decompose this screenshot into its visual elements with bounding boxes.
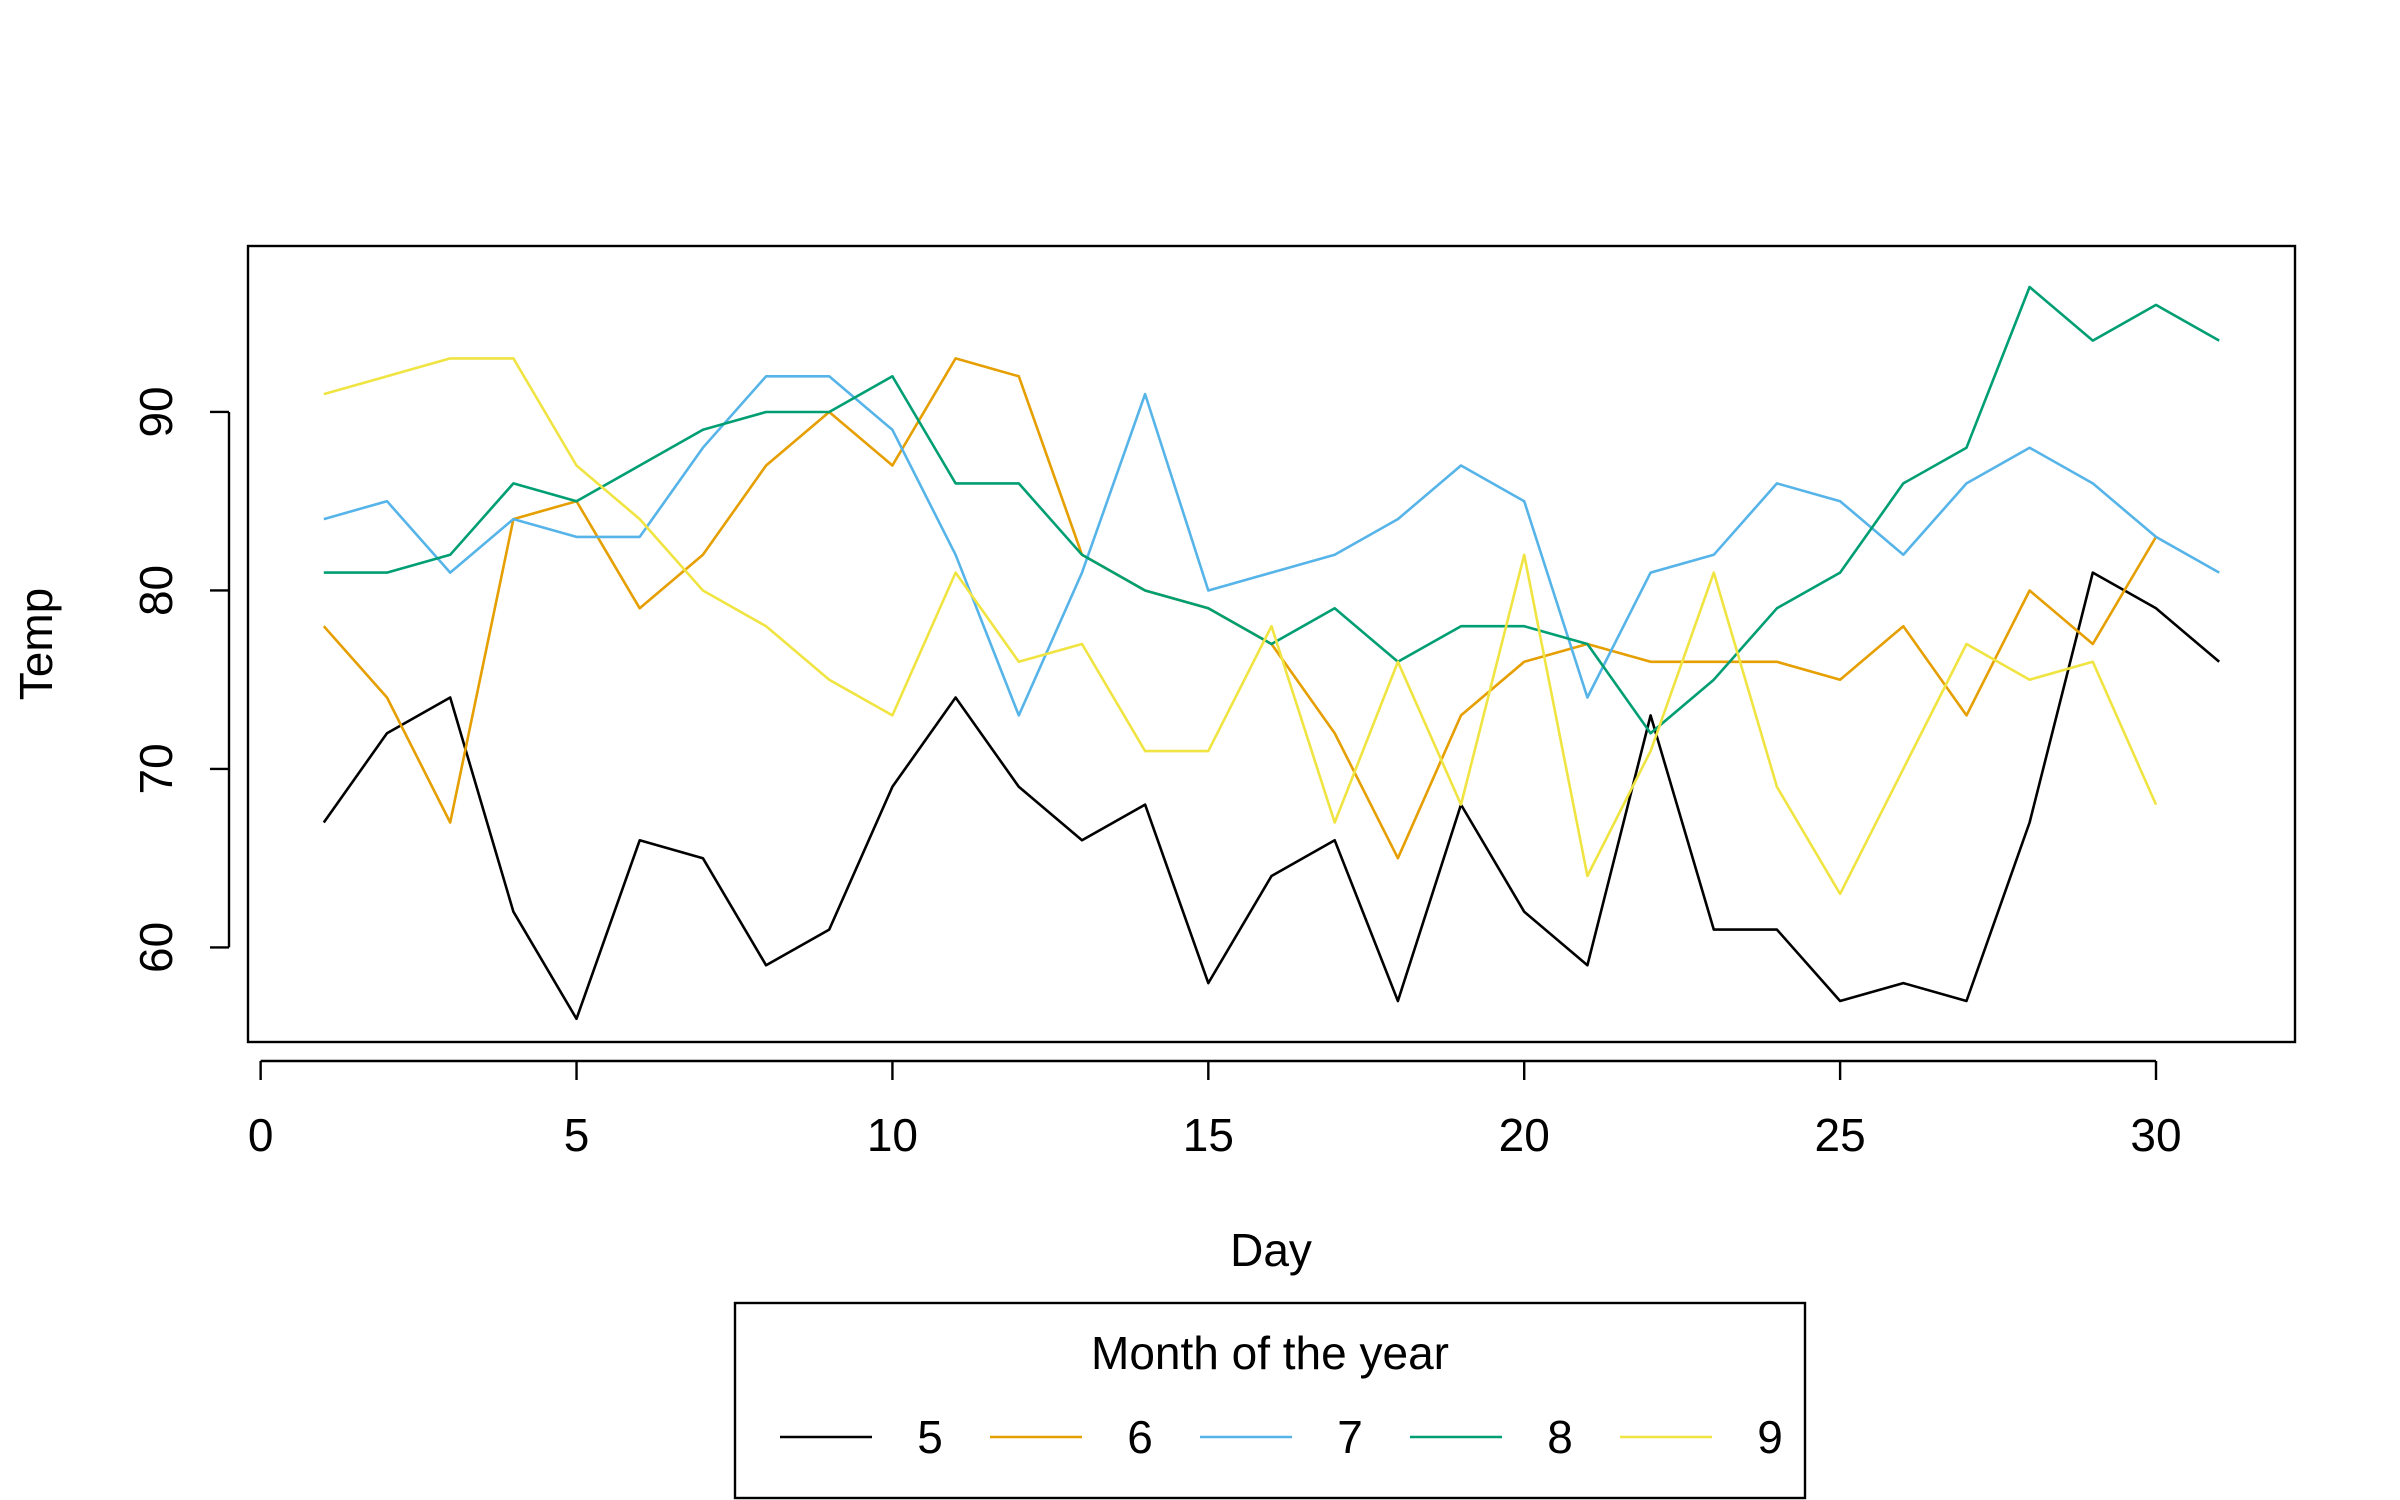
y-axis: 60 70 80 90 bbox=[130, 386, 231, 973]
legend-label-month-7: 7 bbox=[1337, 1411, 1363, 1463]
x-tick-label: 25 bbox=[1815, 1109, 1866, 1161]
legend: Month of the year 5 6 7 8 9 bbox=[733, 1301, 1807, 1500]
legend-frame bbox=[733, 1301, 1807, 1500]
y-axis-label: Temp bbox=[10, 588, 62, 700]
x-tick-label: 5 bbox=[564, 1109, 590, 1161]
y-tick-label: 80 bbox=[130, 565, 182, 616]
x-axis: 0 5 10 15 20 25 30 bbox=[248, 1059, 2182, 1161]
series-layer bbox=[322, 285, 2221, 1021]
legend-items: 5 6 7 8 9 bbox=[780, 1411, 1783, 1463]
x-tick-label: 15 bbox=[1183, 1109, 1234, 1161]
plot-frame bbox=[246, 244, 2297, 1044]
x-axis-label: Day bbox=[1230, 1224, 1312, 1276]
x-tick-label: 0 bbox=[248, 1109, 274, 1161]
legend-label-month-8: 8 bbox=[1547, 1411, 1573, 1463]
series-line-month-9 bbox=[323, 357, 2158, 896]
y-tick-label: 60 bbox=[130, 922, 182, 973]
series-line-month-7 bbox=[323, 374, 2220, 717]
legend-label-month-5: 5 bbox=[917, 1411, 943, 1463]
x-tick-label: 10 bbox=[867, 1109, 918, 1161]
x-tick-label: 20 bbox=[1499, 1109, 1550, 1161]
series-line-month-8 bbox=[323, 285, 2220, 735]
legend-label-month-6: 6 bbox=[1127, 1411, 1153, 1463]
series-line-month-5 bbox=[322, 571, 2221, 1021]
x-tick-label: 30 bbox=[2130, 1109, 2181, 1161]
y-tick-label: 90 bbox=[130, 386, 182, 437]
y-tick-label: 70 bbox=[130, 743, 182, 794]
legend-title: Month of the year bbox=[1091, 1327, 1449, 1379]
legend-label-month-9: 9 bbox=[1757, 1411, 1783, 1463]
series-line-month-6 bbox=[322, 357, 2158, 860]
